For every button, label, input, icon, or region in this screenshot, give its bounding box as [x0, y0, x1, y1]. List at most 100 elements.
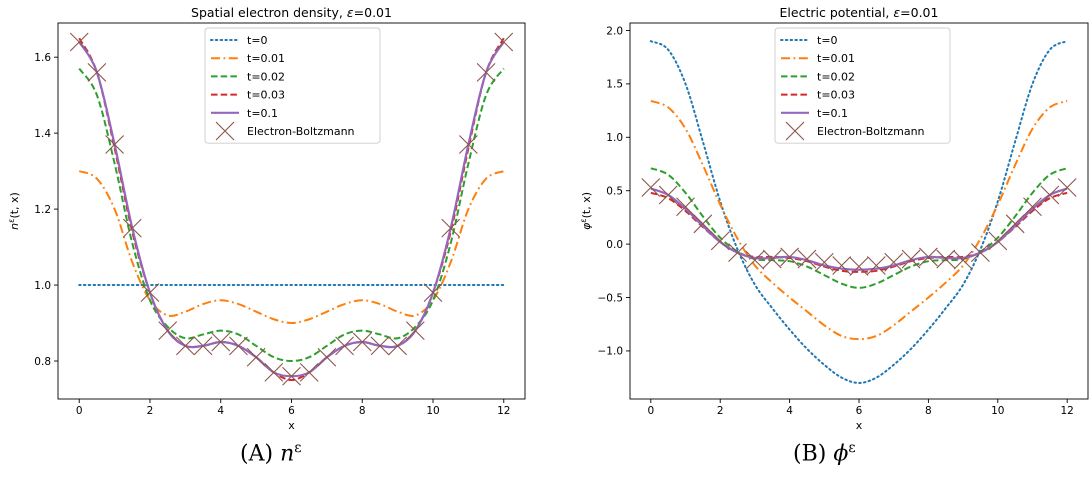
data-point-marker	[282, 366, 301, 386]
x-tick-label: 10	[991, 405, 1004, 417]
legend-entry: t=0.03	[781, 89, 855, 102]
legend-label: t=0.02	[247, 70, 285, 83]
legend-label: t=0.01	[817, 52, 855, 65]
x-tick-label: 0	[76, 405, 83, 417]
data-point-marker	[971, 243, 990, 263]
data-point-marker	[919, 247, 938, 267]
series-line-t-0-01	[650, 100, 1068, 341]
x-axis-label: x	[288, 419, 295, 430]
legend-label: t=0.1	[817, 107, 848, 120]
chart-panel-potential: Electric potential, ε=0.01 0 2 4 6 8 10 12 −1.0 −…	[579, 5, 1089, 430]
legend-marker	[215, 121, 235, 141]
legend-label: t=0.01	[247, 52, 285, 65]
x-tick-label: 4	[786, 405, 793, 417]
y-tick-label: 1.0	[34, 280, 51, 292]
y-axis-label: φε(t, x)	[579, 192, 593, 230]
legend-entry: t=0.01	[211, 52, 285, 65]
data-point-marker	[264, 363, 284, 382]
legend-entry: t=0.02	[781, 70, 855, 83]
series-line-t-0-1	[650, 187, 1068, 271]
x-tick-label: 8	[925, 405, 932, 417]
data-point-marker	[105, 135, 124, 154]
chart-panel-density: Spatial electron density, ε=0.01 0 2 4 6 8 10 1…	[7, 5, 526, 430]
legend-entry: t=0.1	[781, 107, 848, 120]
chart-title: Electric potential, ε=0.01	[780, 5, 939, 20]
plot-area	[641, 40, 1077, 384]
data-point-marker	[317, 347, 337, 367]
y-tick-label: 0.0	[606, 239, 623, 251]
legend-box	[774, 27, 951, 144]
x-tick-label: 6	[288, 405, 295, 417]
legend-entry: Electron-Boltzmann	[785, 121, 925, 141]
series-electron-boltzmann	[69, 32, 514, 386]
legend-entry: Electron-Boltzmann	[215, 121, 355, 141]
data-point-marker	[849, 257, 869, 276]
series-line-t-0-02	[650, 167, 1068, 289]
data-point-marker	[229, 336, 248, 356]
legend-label: t=0.03	[247, 89, 285, 102]
y-tick-label: 0.8	[34, 356, 51, 368]
data-point-marker	[352, 332, 372, 352]
data-point-marker	[745, 250, 765, 270]
data-point-marker	[693, 214, 713, 234]
legend-entry: t=0.01	[781, 52, 855, 65]
data-point-marker	[423, 283, 443, 303]
data-point-marker	[780, 247, 799, 267]
x-tick-label: 6	[856, 405, 863, 417]
data-point-marker	[762, 249, 782, 269]
legend-marker	[785, 121, 805, 141]
legend-entry: t=0.1	[211, 107, 278, 120]
x-axis-label: x	[856, 419, 863, 430]
data-point-marker	[797, 249, 817, 269]
data-point-marker	[1057, 178, 1077, 197]
caption-b-sup: ε	[848, 440, 856, 456]
data-point-marker	[728, 243, 747, 263]
legend-box	[204, 27, 381, 144]
y-tick-label: 1.5	[606, 79, 623, 91]
legend: t=0 t=0.01 t=0.02 t=0.03 t=0.1 Electron-Boltz…	[204, 27, 381, 144]
plot-area	[69, 32, 514, 386]
series-line-t-0	[649, 40, 1069, 384]
y-tick-label: 1.4	[34, 128, 51, 140]
legend-entry: t=0	[210, 34, 268, 47]
data-point-marker	[814, 252, 834, 272]
x-tick-label: 0	[647, 405, 654, 417]
data-point-marker	[1023, 197, 1042, 217]
caption-b-symbol: ϕ	[833, 441, 849, 467]
data-point-marker	[441, 218, 461, 238]
y-tick-label: −1.0	[598, 346, 624, 358]
figure: Spatial electron density, ε=0.01 0 2 4 6 8 10 1…	[7, 5, 1089, 430]
legend-label: t=0.02	[817, 70, 855, 83]
caption-a: (A) nε	[240, 440, 302, 467]
data-point-marker	[494, 32, 514, 52]
y-axis-label: nε(t, x)	[7, 192, 21, 230]
data-point-marker	[884, 252, 904, 272]
data-point-marker	[710, 231, 730, 251]
series-electron-boltzmann	[641, 178, 1077, 276]
data-point-marker	[1005, 214, 1025, 234]
legend-entry: t=0.02	[211, 70, 285, 83]
data-point-marker	[69, 32, 89, 52]
data-point-marker	[901, 249, 921, 269]
data-point-marker	[299, 363, 319, 382]
caption-b: (B) ϕε	[793, 440, 856, 467]
x-tick-label: 4	[217, 405, 224, 417]
data-point-marker	[866, 256, 886, 275]
data-point-marker	[658, 185, 678, 205]
legend-label: t=0.1	[247, 107, 278, 120]
x-tick-label: 10	[426, 405, 439, 417]
caption-a-symbol: n	[280, 441, 295, 467]
y-tick-label: 1.6	[34, 52, 51, 64]
data-point-marker	[246, 347, 266, 367]
legend-label: Electron-Boltzmann	[817, 125, 925, 138]
data-point-marker	[370, 336, 390, 356]
data-point-marker	[641, 178, 661, 197]
caption-a-sup: ε	[294, 440, 302, 456]
legend-label: t=0	[817, 34, 838, 47]
data-point-marker	[676, 197, 695, 217]
legend-label: t=0.03	[817, 89, 855, 102]
y-tick-label: −0.5	[598, 292, 624, 304]
data-point-marker	[459, 135, 478, 154]
chart-title: Spatial electron density, ε=0.01	[191, 5, 392, 20]
legend-entry: t=0.03	[211, 89, 285, 102]
